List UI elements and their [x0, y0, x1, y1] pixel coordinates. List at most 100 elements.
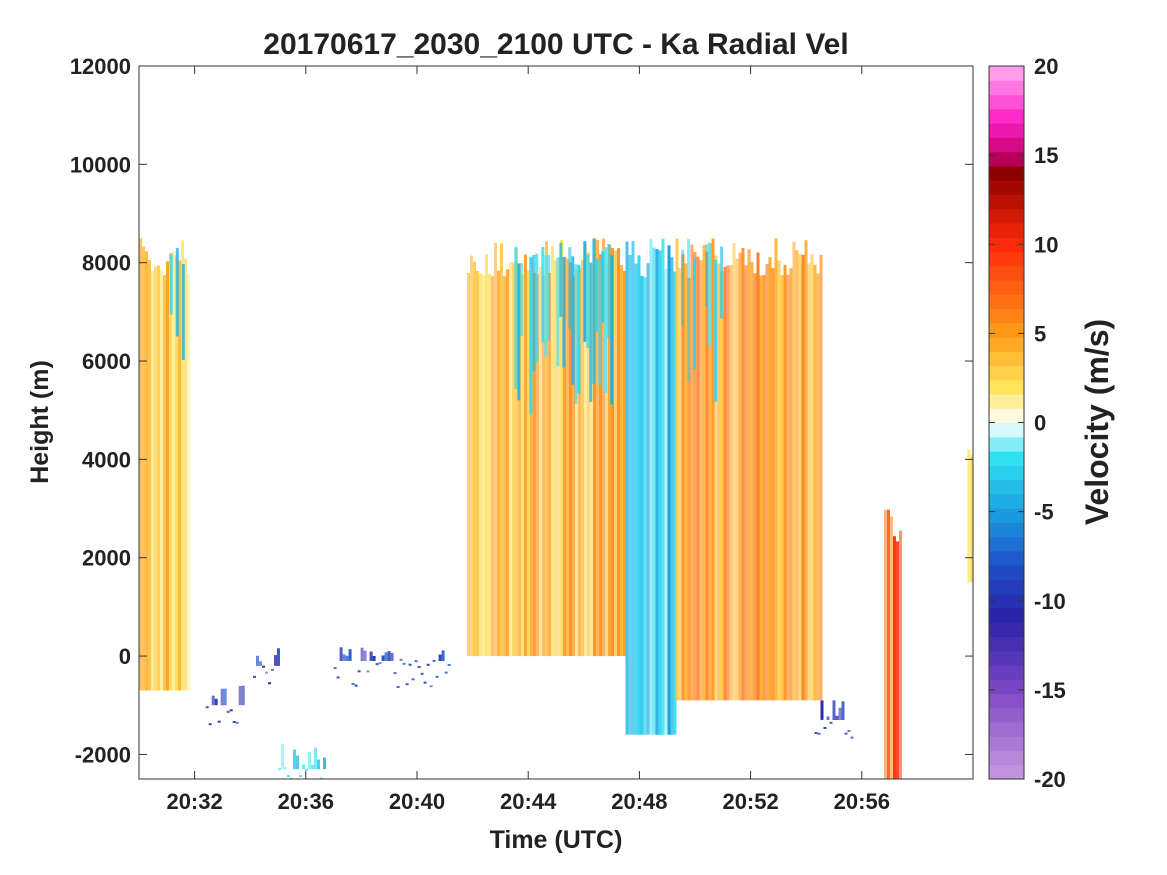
x-tick-label: 20:52 — [722, 789, 778, 814]
velocity-column — [711, 238, 715, 701]
velocity-column — [607, 244, 611, 338]
velocity-column — [536, 274, 539, 657]
velocity-column — [435, 675, 439, 678]
velocity-column — [345, 655, 349, 661]
colorbar-band — [989, 208, 1024, 224]
velocity-column — [611, 248, 614, 657]
velocity-column — [497, 270, 500, 657]
colorbar-tick-label: 0 — [1034, 411, 1046, 436]
velocity-column — [518, 263, 521, 657]
velocity-column — [720, 246, 724, 319]
velocity-column — [390, 653, 394, 661]
velocity-column — [547, 255, 551, 341]
colorbar-band — [989, 579, 1024, 595]
velocity-column — [696, 256, 700, 701]
velocity-column — [601, 251, 605, 323]
colorbar-tick-label: -20 — [1034, 767, 1066, 792]
velocity-column — [705, 251, 709, 701]
velocity-column — [515, 248, 518, 656]
velocity-column — [602, 238, 605, 657]
velocity-column — [305, 768, 308, 771]
velocity-column — [838, 707, 842, 720]
velocity-column — [476, 271, 479, 657]
y-tick-label: -2000 — [75, 742, 131, 767]
colorbar-band — [989, 322, 1024, 338]
velocity-column — [574, 264, 578, 404]
velocity-column — [278, 768, 281, 771]
velocity-column — [226, 710, 230, 713]
velocity-column — [369, 651, 373, 661]
velocity-column — [524, 254, 527, 657]
colorbar-band — [989, 451, 1024, 466]
velocity-column — [605, 263, 608, 657]
colorbar-band — [989, 222, 1024, 238]
velocity-column — [560, 239, 563, 657]
velocity-segment-1 — [205, 685, 245, 726]
velocity-column — [667, 245, 671, 735]
velocity-column — [590, 263, 593, 657]
velocity-column — [208, 723, 212, 726]
velocity-column — [339, 647, 343, 661]
velocity-column — [485, 254, 488, 657]
colorbar-band — [989, 80, 1024, 96]
velocity-column — [708, 242, 712, 348]
colorbar-band — [989, 123, 1024, 138]
colorbar-band — [989, 664, 1024, 680]
velocity-segment-5 — [467, 238, 626, 657]
colorbar — [989, 66, 1024, 780]
velocity-column — [342, 654, 346, 661]
velocity-column — [575, 270, 578, 657]
velocity-column — [589, 262, 593, 402]
velocity-column — [637, 255, 641, 735]
velocity-column — [205, 706, 209, 709]
velocity-column — [348, 649, 352, 661]
colorbar-tick-label: 10 — [1034, 232, 1058, 257]
velocity-column — [441, 650, 445, 661]
colorbar-band — [989, 94, 1024, 110]
velocity-column — [801, 254, 805, 701]
velocity-column — [396, 686, 400, 688]
velocity-column — [771, 268, 775, 701]
y-tick-label: 12000 — [70, 54, 131, 79]
colorbar-band — [989, 522, 1024, 538]
velocity-column — [670, 257, 674, 735]
colorbar-band — [989, 294, 1024, 310]
velocity-column — [408, 663, 412, 666]
velocity-column — [673, 271, 677, 735]
colorbar-band — [989, 393, 1024, 409]
colorbar-band — [989, 436, 1024, 452]
velocity-column — [232, 721, 236, 723]
velocity-column — [578, 267, 581, 657]
velocity-column — [738, 252, 742, 701]
velocity-column — [690, 244, 694, 701]
colorbar-band — [989, 108, 1024, 124]
velocity-column — [890, 516, 893, 779]
velocity-segment-8 — [814, 700, 854, 739]
velocity-column — [744, 265, 748, 701]
velocity-column — [467, 273, 470, 657]
velocity-column — [819, 254, 823, 701]
velocity-column — [387, 651, 391, 661]
velocity-column — [655, 249, 659, 735]
y-tick-label: 6000 — [82, 349, 131, 374]
velocity-column — [220, 688, 224, 706]
velocity-column — [160, 270, 163, 691]
velocity-column — [835, 715, 839, 720]
velocity-column — [681, 249, 685, 327]
velocity-column — [372, 656, 376, 661]
velocity-column — [640, 275, 644, 735]
colorbar-band — [989, 137, 1024, 153]
velocity-column — [652, 247, 656, 735]
velocity-column — [447, 664, 451, 666]
velocity-column — [500, 243, 503, 656]
velocity-column — [684, 263, 688, 701]
velocity-column — [402, 662, 406, 665]
velocity-column — [556, 257, 560, 367]
colorbar-band — [989, 365, 1024, 381]
velocity-column — [646, 263, 650, 735]
velocity-column — [620, 265, 623, 656]
velocity-column — [187, 274, 190, 691]
x-tick-label: 20:40 — [389, 789, 445, 814]
velocity-column — [777, 260, 781, 701]
x-tick-label: 20:44 — [500, 789, 557, 814]
